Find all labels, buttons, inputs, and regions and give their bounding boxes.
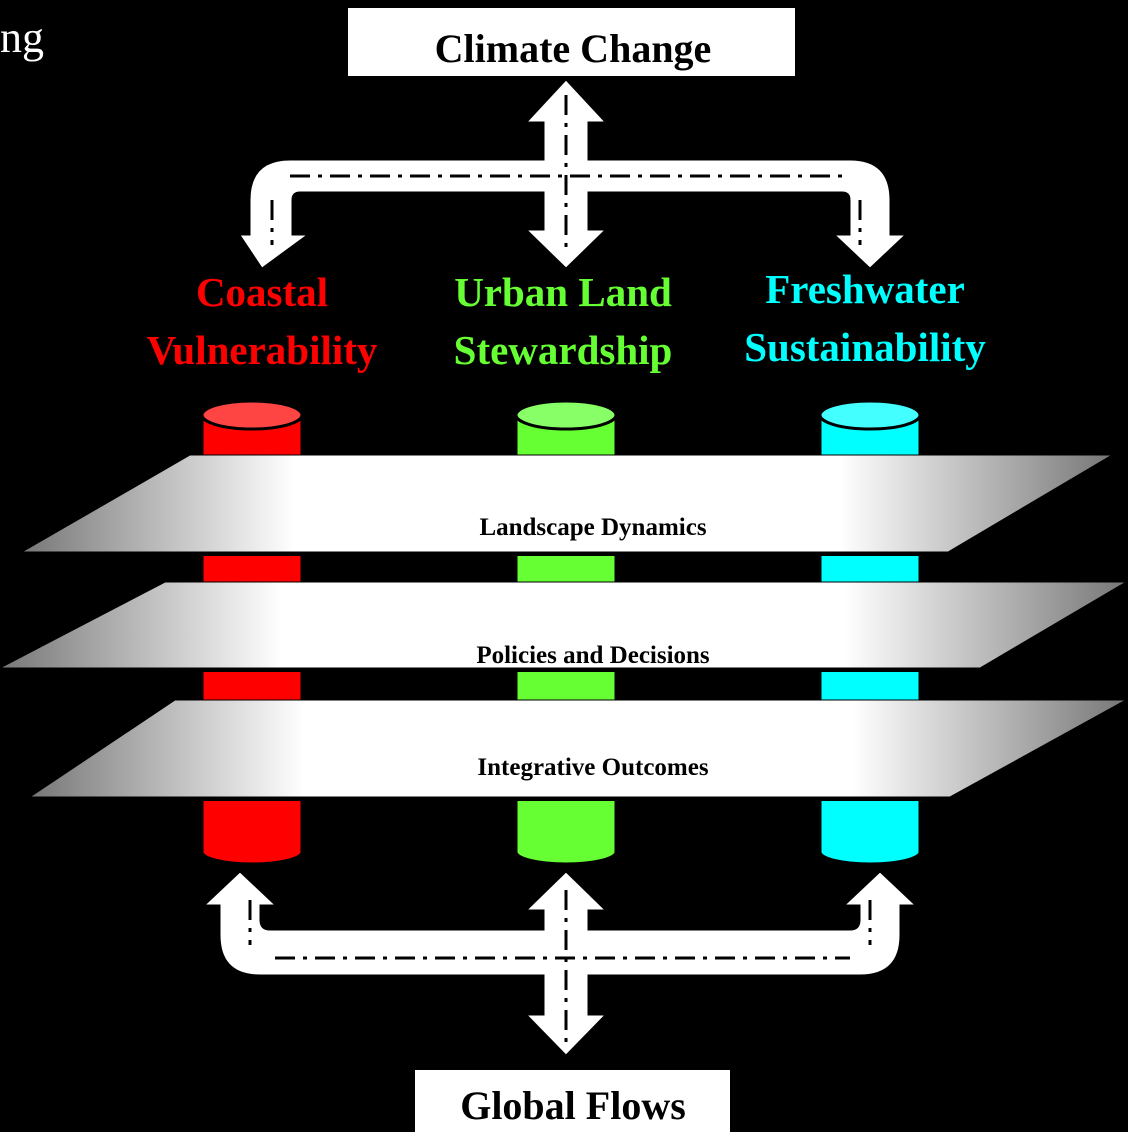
- top-arrows: [240, 80, 905, 268]
- theme-label: Stewardship: [454, 327, 673, 373]
- theme-label: Vulnerability: [147, 327, 378, 373]
- cylinder-segment: [516, 801, 616, 864]
- cylinder-segment: [820, 801, 920, 864]
- bottom-box-label: Global Flows: [460, 1083, 686, 1128]
- diagram: ng Climate Change Coastal Vulnerability …: [0, 0, 1128, 1132]
- header-fragment: ng: [0, 13, 44, 62]
- layer-label: Integrative Outcomes: [477, 754, 708, 781]
- theme-label: Urban Land: [454, 269, 672, 315]
- cylinder-segment: [202, 801, 302, 864]
- layer-label: Policies and Decisions: [476, 642, 710, 669]
- theme-label: Freshwater: [765, 266, 965, 312]
- layer-label: Landscape Dynamics: [479, 514, 706, 541]
- layer-plane: [30, 700, 1126, 797]
- bottom-arrows: [205, 872, 915, 1055]
- theme-label: Sustainability: [744, 324, 986, 370]
- theme-label: Coastal: [196, 269, 328, 315]
- top-box-label: Climate Change: [435, 26, 712, 71]
